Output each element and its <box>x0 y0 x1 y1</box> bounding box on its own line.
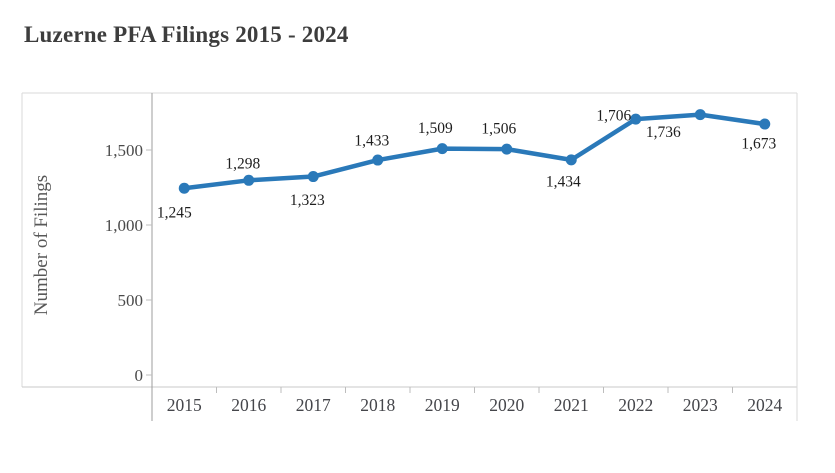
x-tick-label: 2021 <box>554 395 589 415</box>
x-tick-label: 2016 <box>231 395 266 415</box>
y-axis-title: Number of Filings <box>31 175 52 315</box>
y-tick-label: 1,000 <box>105 216 143 235</box>
series-line[interactable] <box>182 112 767 191</box>
data-point-2021[interactable] <box>565 154 577 166</box>
y-tick-label: 0 <box>135 366 144 385</box>
data-point-2019[interactable] <box>436 143 448 155</box>
x-tick-label: 2023 <box>683 395 718 415</box>
data-label-2015: 1,245 <box>157 205 192 222</box>
data-label-2023: 1,736 <box>646 124 681 141</box>
data-point-2016[interactable] <box>243 174 255 186</box>
data-point-2017[interactable] <box>307 171 319 183</box>
data-label-2019: 1,509 <box>418 120 453 137</box>
data-point-2015[interactable] <box>178 182 190 194</box>
data-point-2020[interactable] <box>501 143 513 155</box>
x-tick-label: 2024 <box>747 395 782 415</box>
y-tick-label: 500 <box>118 291 144 310</box>
x-tick-label: 2018 <box>360 395 395 415</box>
data-label-2021: 1,434 <box>546 173 581 190</box>
data-point-2024[interactable] <box>759 118 771 130</box>
data-label-2024: 1,673 <box>741 135 776 152</box>
data-point-2018[interactable] <box>372 154 384 166</box>
x-tick-label: 2017 <box>296 395 331 415</box>
x-tick-label: 2020 <box>489 395 524 415</box>
data-point-2022[interactable] <box>630 113 642 125</box>
data-label-2020: 1,506 <box>481 121 516 138</box>
chart-title: Luzerne PFA Filings 2015 - 2024 <box>24 22 349 47</box>
y-tick-label: 1,500 <box>105 141 143 160</box>
data-label-2022: 1,706 <box>596 108 631 125</box>
data-label-2016: 1,298 <box>225 156 260 173</box>
x-tick-label: 2015 <box>167 395 202 415</box>
data-label-2018: 1,433 <box>354 132 389 149</box>
data-point-2023[interactable] <box>694 109 706 121</box>
x-tick-label: 2019 <box>425 395 460 415</box>
data-label-2017: 1,323 <box>290 192 325 209</box>
x-tick-label: 2022 <box>618 395 653 415</box>
